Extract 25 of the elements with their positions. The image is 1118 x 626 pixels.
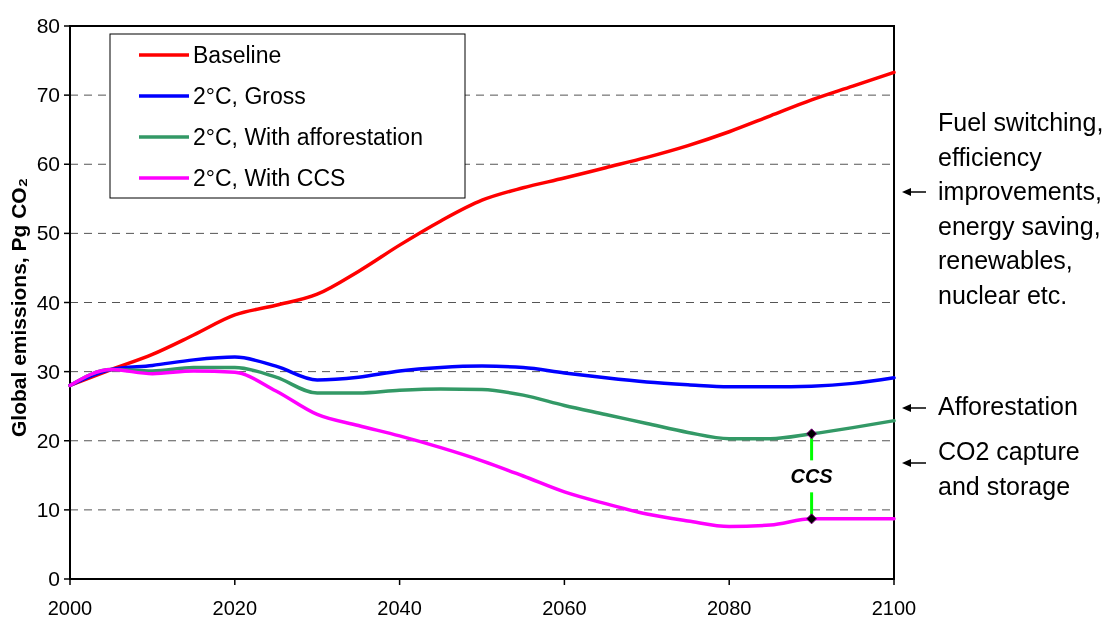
x-tick-label: 2060 (542, 597, 587, 619)
legend-label: 2°C, Gross (193, 83, 306, 109)
y-tick-label: 10 (36, 497, 60, 521)
legend-label: 2°C, With afforestation (193, 124, 423, 150)
x-tick-label: 2020 (212, 597, 258, 619)
y-tick-label: 60 (36, 152, 60, 176)
x-tick-label: 2080 (706, 597, 752, 619)
x-tick-label: 2100 (871, 597, 917, 619)
annotation: CCS (790, 465, 834, 488)
text: Afforestation (938, 392, 1078, 420)
legend-label: 2°C, With CCS (193, 165, 346, 191)
y-tick-label: 50 (36, 221, 60, 245)
y-tick-label: 20 (36, 428, 60, 452)
y-tick-label: 40 (36, 290, 60, 314)
legend-label: Baseline (193, 42, 282, 68)
x-tick-label: 2040 (377, 597, 422, 619)
line-series (68, 367, 896, 529)
text: CO2 capture and storage (938, 437, 1080, 500)
y-tick-label: 30 (36, 359, 60, 383)
y-tick-label: 70 (36, 83, 60, 107)
y-tick-label: 80 (36, 14, 60, 37)
x-tick-label: 2000 (47, 597, 93, 619)
y-axis-title: Global emissions, Pg CO₂ (7, 177, 30, 438)
y-tick-label: 0 (48, 567, 60, 590)
text: Fuel switching, efficiency improvements, energy saving, renewables, nuclear etc. (938, 108, 1104, 309)
